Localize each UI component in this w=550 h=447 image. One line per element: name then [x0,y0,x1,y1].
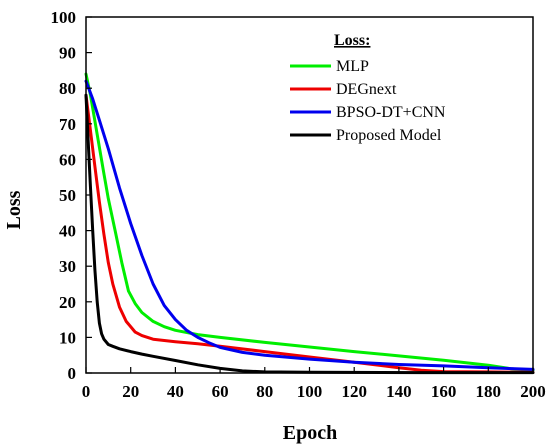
x-tick-label: 140 [386,382,412,401]
y-axis-label: Loss [3,190,25,229]
y-tick-label: 100 [51,8,77,27]
y-tick-label: 40 [59,222,76,241]
y-tick-label: 60 [59,150,76,169]
y-tick-label: 20 [59,293,76,312]
legend: Loss: MLP DEGnext BPSO-DT+CNN Proposed Mode… [290,32,446,144]
x-tick-label: 20 [122,382,139,401]
series-line-bpso-dt-cnn [84,79,535,371]
y-tick-label: 70 [59,115,76,134]
legend-label: Proposed Model [336,127,442,144]
legend-title: Loss: [334,32,370,49]
legend-label: DEGnext [336,81,397,98]
y-tick-label: 80 [59,79,76,98]
plot-lines [84,72,535,375]
x-tick-label: 200 [520,382,546,401]
x-tick-label: 80 [256,382,273,401]
series-line-proposed-model [84,93,535,375]
x-tick-label: 40 [167,382,184,401]
x-tick-label: 120 [341,382,367,401]
x-tick-label: 180 [476,382,502,401]
x-tick-label: 100 [297,382,323,401]
x-tick-label: 0 [82,382,91,401]
y-tick-label: 10 [59,328,76,347]
y-tick-label: 0 [68,364,77,383]
x-tick-label: 160 [431,382,457,401]
axis-ticks: 0 20 40 60 80 100 120 140 160 180 200 0 10 20 30 40 50 60… [51,8,546,401]
x-axis-label: Epoch [283,422,337,444]
x-tick-label: 60 [212,382,229,401]
y-tick-label: 30 [59,257,76,276]
legend-label: BPSO-DT+CNN [336,104,446,121]
y-tick-label: 50 [59,186,76,205]
series-line-degnext [84,93,535,374]
legend-label: MLP [336,58,369,75]
y-tick-label: 90 [59,44,76,63]
series-line-mlp [84,72,535,372]
